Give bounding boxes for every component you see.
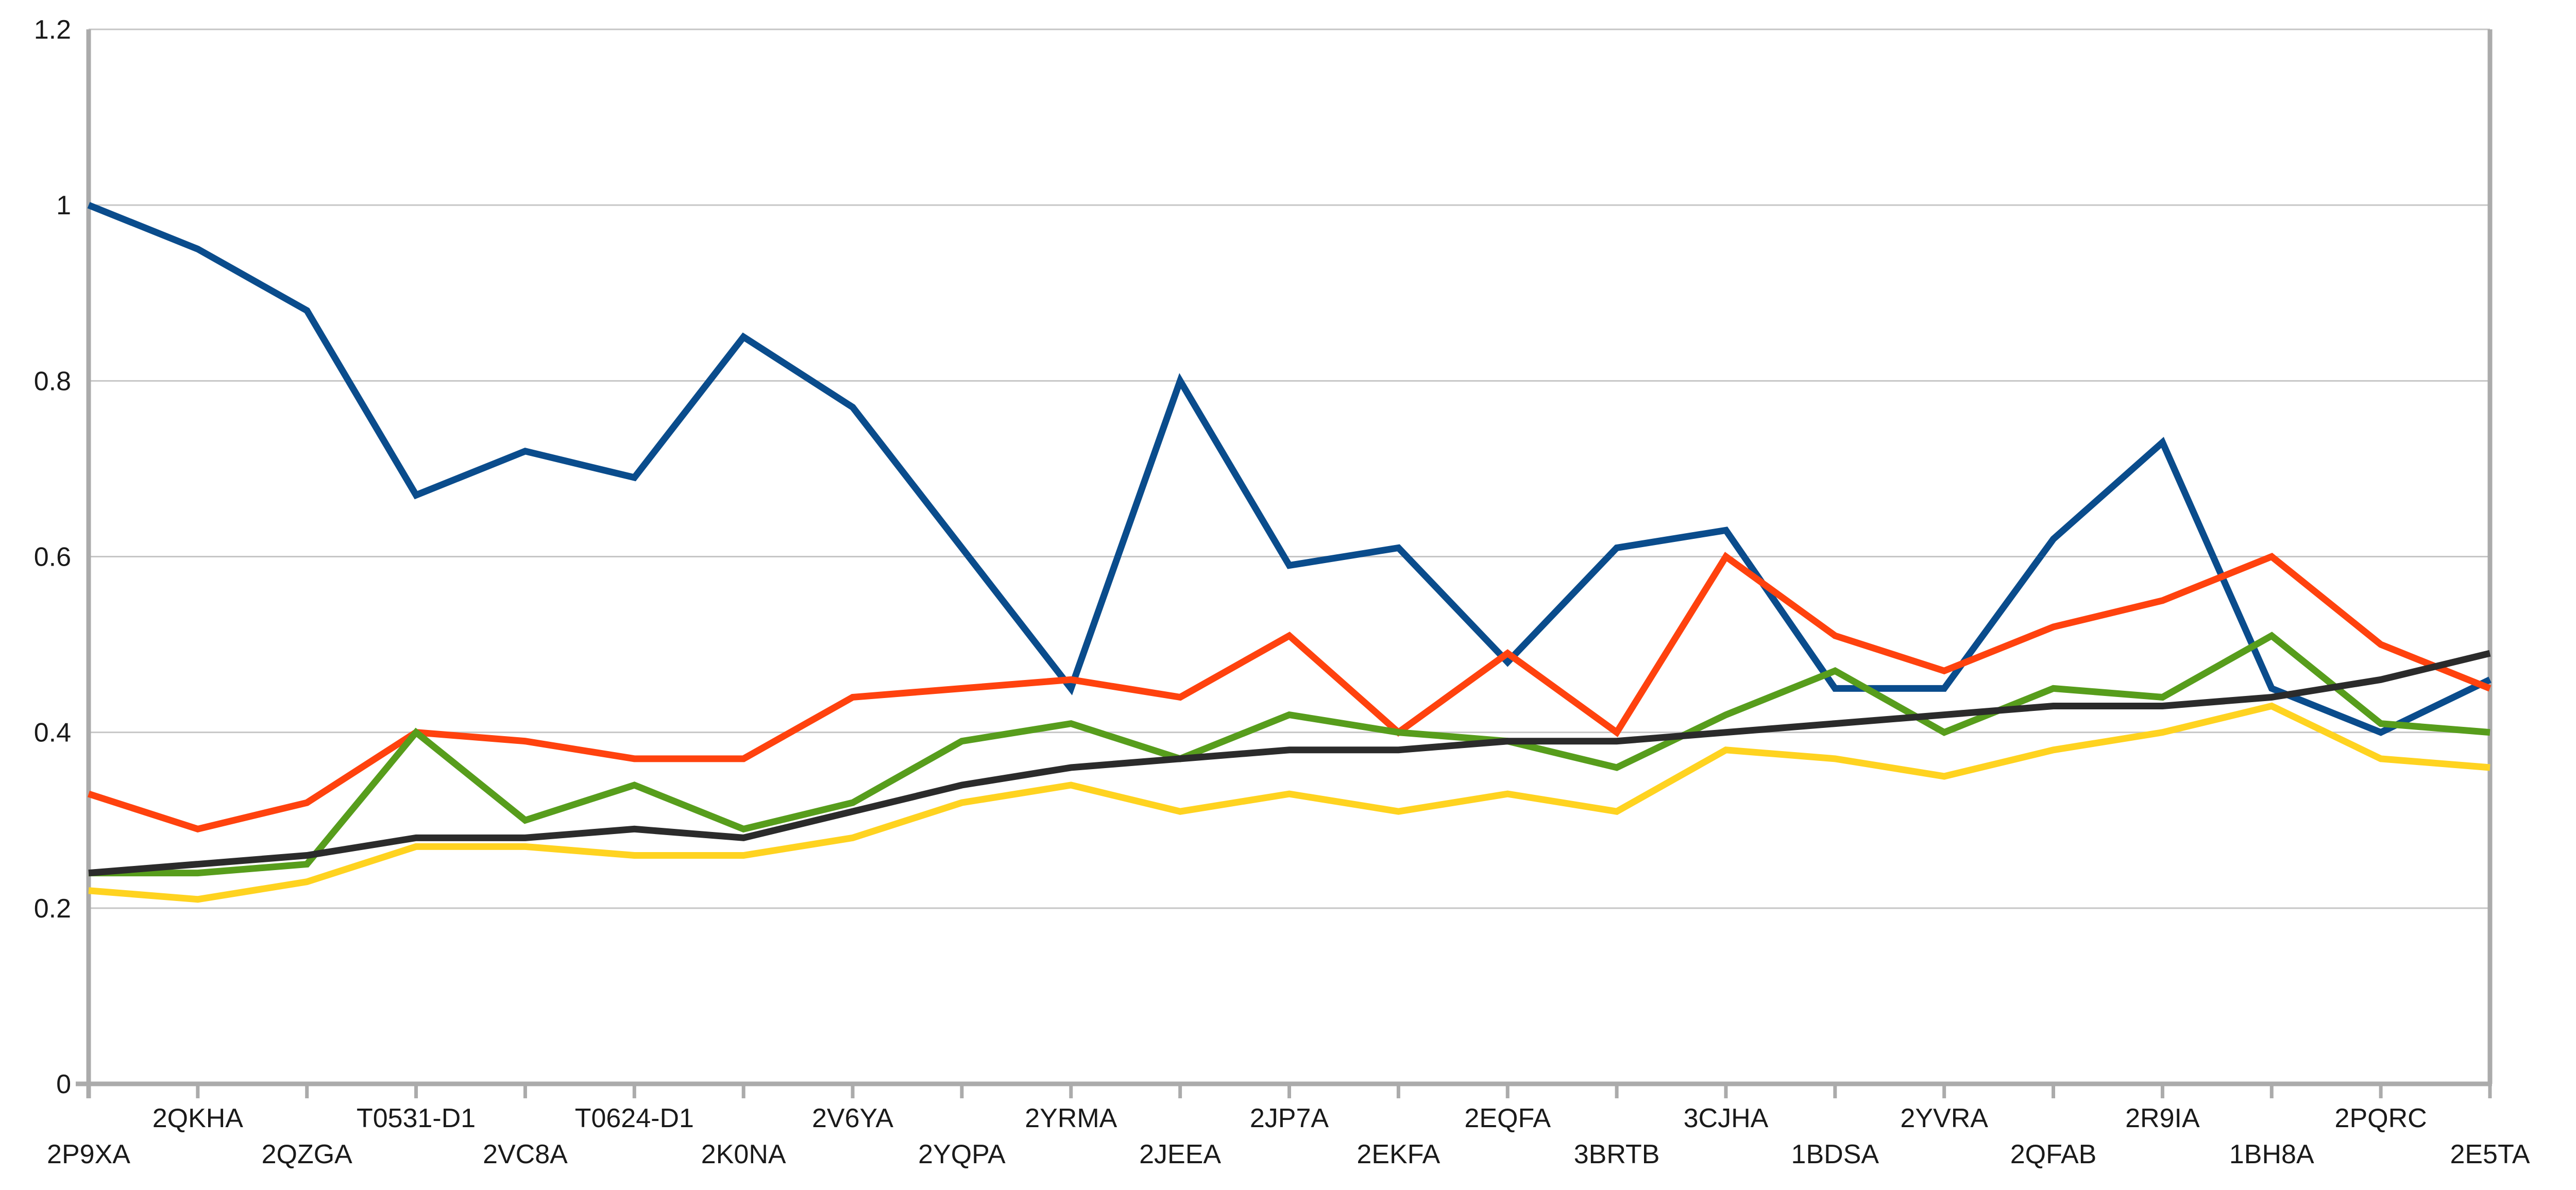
x-tick-label: 2PQRC — [2335, 1103, 2427, 1133]
x-tick-label: 2YRMA — [1025, 1103, 1117, 1133]
x-tick-label: 2K0NA — [701, 1140, 786, 1169]
x-tick-label: 2QKHA — [152, 1103, 244, 1133]
x-tick-label: 1BH8A — [2229, 1140, 2314, 1169]
series-line-size-100 — [87, 202, 2492, 736]
y-tick-label: 0 — [56, 1069, 71, 1099]
y-tick-label: 1.2 — [34, 15, 71, 45]
x-tick-label: 2V6YA — [812, 1103, 893, 1133]
x-tick-label: 1BDSA — [1791, 1140, 1879, 1169]
x-tick-label: 2YVRA — [1900, 1103, 1988, 1133]
x-tick-label: 2EKFA — [1357, 1140, 1440, 1169]
x-tick-label: 2JP7A — [1250, 1103, 1329, 1133]
x-tick-label: T0531-D1 — [357, 1103, 476, 1133]
series-line-gdt-clust — [89, 632, 2490, 877]
x-tick-label: 2R9IA — [2125, 1103, 2200, 1133]
x-tick-label: 3BRTB — [1574, 1140, 1660, 1169]
x-tick-label: 2QFAB — [2010, 1140, 2097, 1169]
series-line-gdt-max — [88, 552, 2492, 833]
x-tick-label: T0624-D1 — [575, 1103, 694, 1133]
x-tick-label: 2YQPA — [918, 1140, 1006, 1169]
x-tick-label: 2QZGA — [262, 1140, 353, 1169]
series-line-gdt-avg — [88, 702, 2490, 903]
series-line-m — [88, 650, 2491, 877]
y-tick-label: 0.6 — [34, 542, 71, 572]
x-tick-label: 2JEEA — [1139, 1140, 1221, 1169]
y-tick-label: 0.2 — [34, 894, 71, 924]
x-tick-label: 2E5TA — [2450, 1140, 2530, 1169]
x-tick-label: 2P9XA — [47, 1140, 130, 1169]
x-tick-label: 2EQFA — [1464, 1103, 1551, 1133]
y-tick-label: 0.8 — [34, 366, 71, 396]
x-tick-label: 2VC8A — [483, 1140, 568, 1169]
y-tick-label: 0.4 — [34, 718, 71, 748]
y-tick-label: 1 — [56, 191, 71, 220]
x-tick-label: 3CJHA — [1684, 1103, 1769, 1133]
